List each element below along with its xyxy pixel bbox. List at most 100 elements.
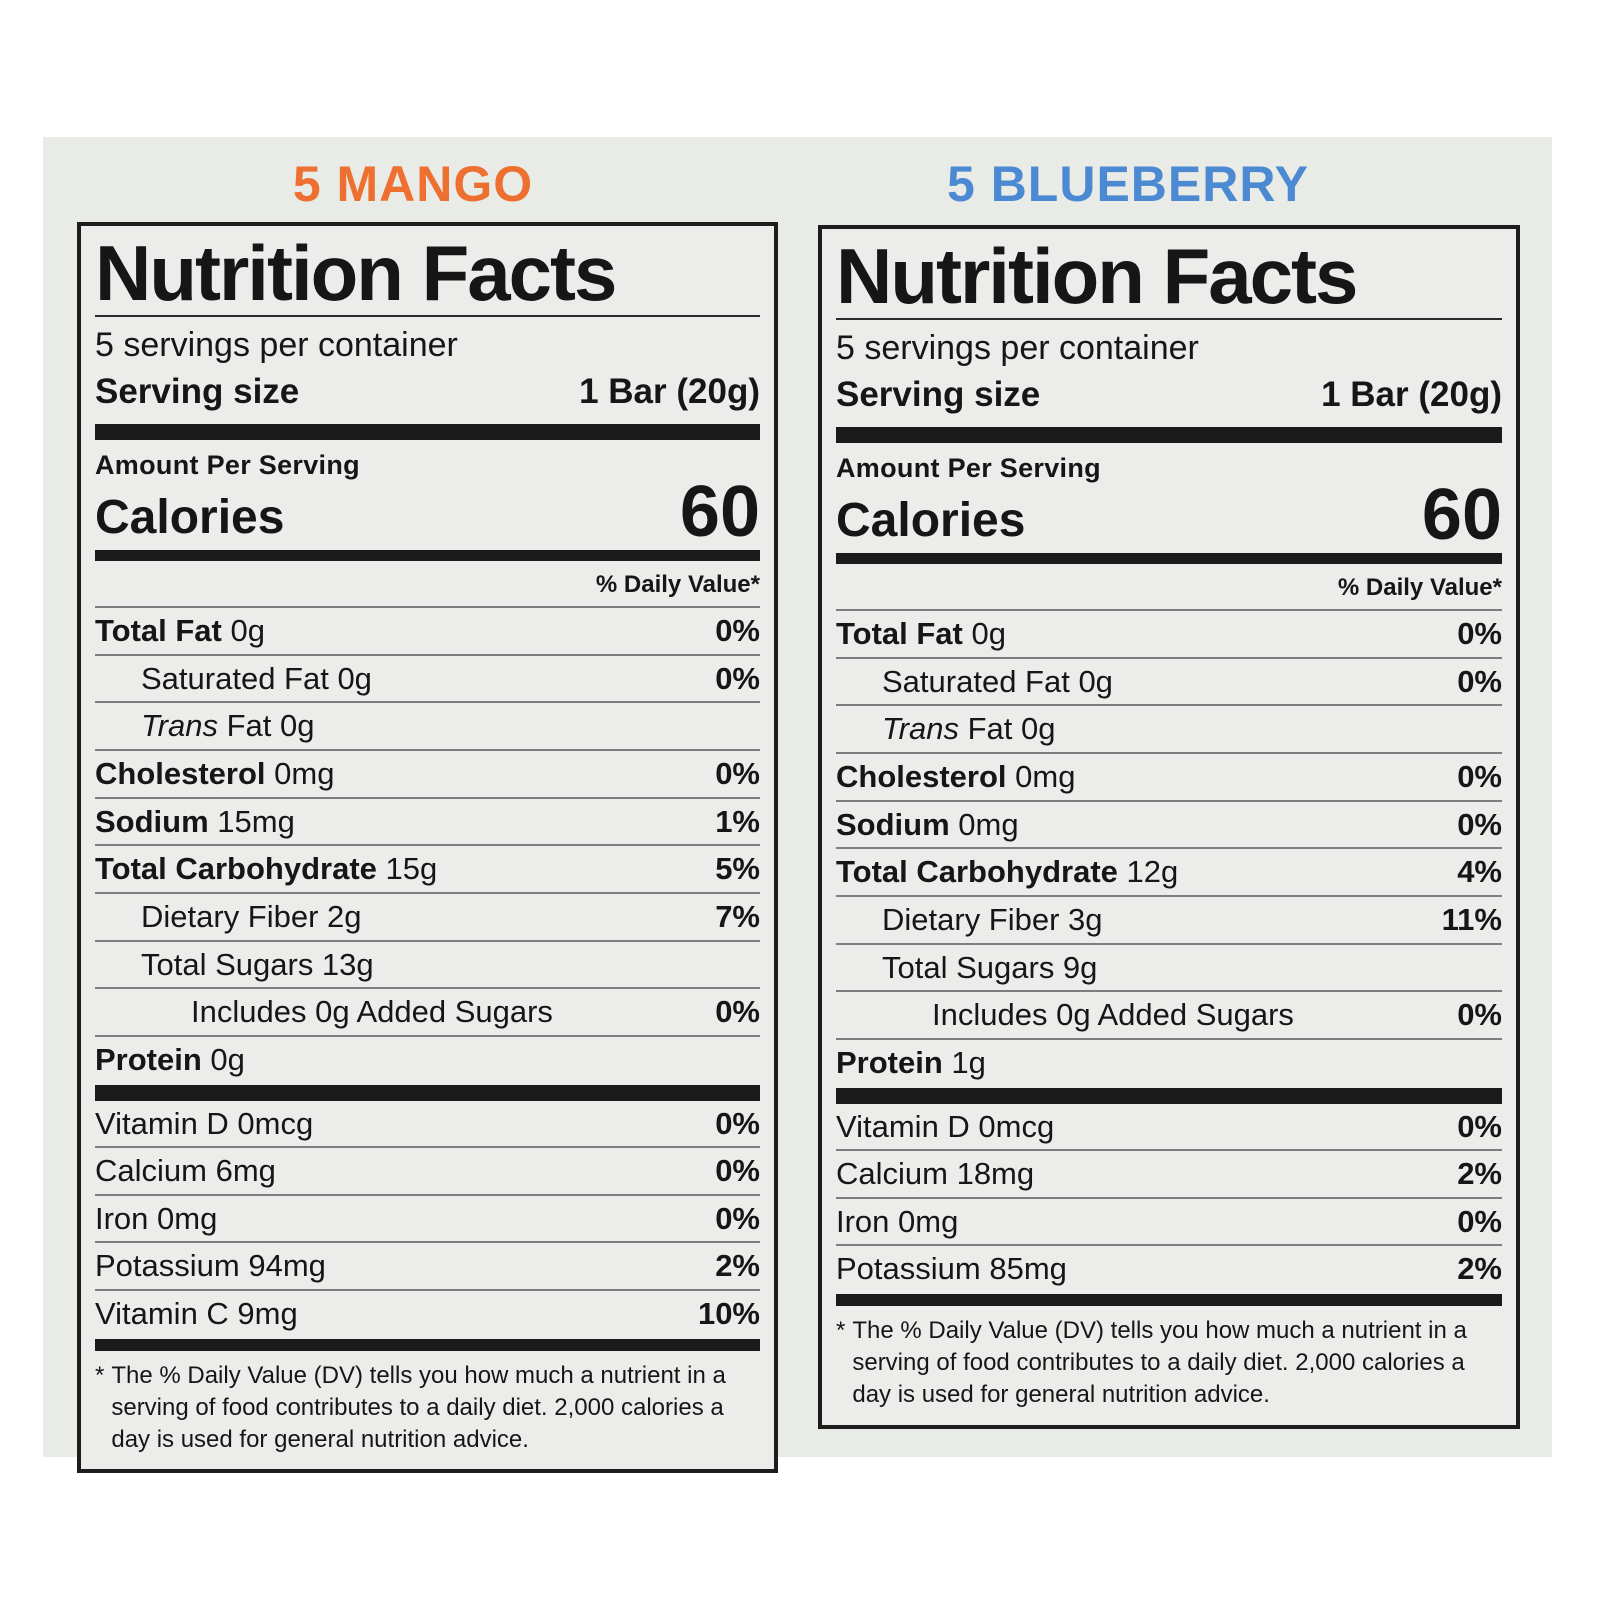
nutrient-name-text: 0g (221, 613, 265, 649)
nutrient-name-text: 0g (201, 1041, 245, 1077)
nutrient-row: Total Carbohydrate 15g 5% (95, 844, 760, 892)
nutrient-name-text: Iron 0mg (95, 1200, 218, 1236)
nutrient-name: Trans Fat 0g (141, 708, 314, 744)
daily-value-percent: 0% (715, 756, 760, 792)
nutrient-name-bold: Sodium (836, 806, 950, 842)
serving-size-value: 1 Bar (20g) (579, 372, 760, 412)
nutrient-row: Vitamin D 0mcg 0% (95, 1101, 760, 1147)
nutrient-row: Cholesterol 0mg 0% (836, 752, 1502, 800)
nutrient-name-text: 0g (962, 616, 1006, 652)
nutrient-name: Saturated Fat 0g (882, 664, 1113, 700)
nutrient-row: Vitamin D 0mcg 0% (836, 1104, 1502, 1150)
serving-size-row: Serving size 1 Bar (20g) (836, 375, 1502, 415)
daily-value-percent: 4% (1457, 854, 1502, 890)
nutrient-name: Includes 0g Added Sugars (191, 994, 553, 1030)
nutrient-row: Saturated Fat 0g 0% (95, 653, 760, 702)
nutrient-row: Potassium 94mg 2% (95, 1241, 760, 1289)
daily-value-percent: 11% (1441, 901, 1502, 937)
nutrient-name: Trans Fat 0g (882, 711, 1055, 747)
divider-thick (836, 1087, 1502, 1104)
nutrient-name-text: 0mg (1006, 759, 1076, 795)
divider-medium (836, 553, 1502, 565)
daily-value-percent: 0% (1457, 997, 1502, 1033)
divider-medium (95, 1338, 760, 1351)
nutrition-facts-title: Nutrition Facts (95, 229, 617, 317)
serving-size-row: Serving size 1 Bar (20g) (95, 372, 760, 412)
calories-row: Calories 60 (836, 475, 1502, 556)
nutrient-name-text: Saturated Fat 0g (141, 660, 372, 696)
amount-per-serving-label: Amount Per Serving (95, 450, 360, 481)
nutrient-row: Calcium 18mg 2% (836, 1149, 1502, 1197)
amount-per-serving-label: Amount Per Serving (836, 453, 1101, 484)
nutrient-name-text: 1g (942, 1044, 986, 1080)
nutrient-row: Protein 0g (95, 1034, 760, 1083)
nutrient-row: Iron 0mg 0% (836, 1196, 1502, 1245)
nutrient-name-text: 12g (1117, 854, 1179, 890)
divider-medium (836, 1294, 1502, 1307)
nutrient-name-bold: Total Carbohydrate (95, 851, 377, 887)
flavor-title-mango: 5 MANGO (292, 156, 534, 212)
nutrient-name-text: Total Sugars 13g (141, 946, 374, 982)
daily-value-percent: 5% (715, 851, 760, 887)
nutrient-row: Trans Fat 0g (95, 701, 760, 749)
servings-per-container: 5 servings per container (836, 329, 1199, 367)
nutrient-row: Total Sugars 9g (836, 942, 1502, 991)
divider-thick (95, 424, 760, 441)
nutrient-name: Potassium 94mg (95, 1248, 326, 1284)
nutrient-name: Dietary Fiber 2g (141, 899, 362, 935)
nutrient-name-italic: Trans (882, 711, 959, 747)
nutrient-name: Vitamin C 9mg (95, 1296, 298, 1332)
nutrient-name: Cholesterol 0mg (836, 759, 1075, 795)
daily-value-footnote: * The % Daily Value (DV) tells you how m… (836, 1306, 1502, 1411)
nutrient-row: Cholesterol 0mg 0% (95, 749, 760, 797)
calories-value: 60 (679, 472, 760, 553)
divider-thin (836, 318, 1502, 320)
nutrient-name: Saturated Fat 0g (141, 661, 372, 697)
nutrient-name: Cholesterol 0mg (95, 756, 334, 792)
daily-value-percent: 0% (715, 1105, 760, 1141)
nutrient-name: Sodium 0mg (836, 807, 1019, 843)
nutrient-row: Iron 0mg 0% (95, 1193, 760, 1242)
divider-thick (836, 427, 1502, 444)
nutrient-name-text: Includes 0g Added Sugars (191, 994, 553, 1030)
daily-value-percent: 7% (715, 898, 760, 934)
nutrient-name-text: Calcium 6mg (95, 1153, 276, 1189)
daily-value-percent: 0% (1457, 806, 1502, 842)
daily-value-percent: 0% (1457, 1108, 1502, 1144)
calories-value: 60 (1421, 475, 1502, 556)
daily-value-header: % Daily Value* (595, 571, 760, 599)
daily-value-percent: 0% (1457, 616, 1502, 652)
nutrition-facts-title: Nutrition Facts (836, 232, 1358, 320)
nutrient-name: Calcium 6mg (95, 1153, 276, 1189)
divider-thin (95, 315, 760, 317)
nutrient-name-bold: Sodium (95, 803, 209, 839)
nutrient-name: Total Carbohydrate 15g (95, 851, 437, 887)
nutrient-name-text: Dietary Fiber 3g (882, 901, 1103, 937)
nutrient-name: Vitamin D 0mcg (95, 1106, 313, 1142)
divider-thick (95, 1084, 760, 1101)
nutrient-name-text: Includes 0g Added Sugars (932, 997, 1294, 1033)
nutrient-row: Dietary Fiber 2g 7% (95, 891, 760, 940)
daily-value-percent: 0% (1457, 759, 1502, 795)
daily-value-percent: 0% (715, 1153, 760, 1189)
nutrient-name-bold: Total Fat (836, 616, 963, 652)
nutrient-name: Vitamin D 0mcg (836, 1109, 1054, 1145)
daily-value-percent: 0% (715, 613, 760, 649)
nutrient-name: Potassium 85mg (836, 1251, 1067, 1287)
divider-medium (95, 550, 760, 562)
daily-value-percent: 2% (1457, 1251, 1502, 1287)
nutrient-row: Protein 1g (836, 1037, 1502, 1086)
nutrient-row: Dietary Fiber 3g 11% (836, 894, 1502, 943)
nutrient-row: Total Fat 0g 0% (95, 606, 760, 654)
nutrient-name-text: 0mg (265, 756, 335, 792)
calories-label: Calories (836, 494, 1026, 548)
nutrient-name-text: Vitamin D 0mcg (95, 1105, 314, 1141)
nutrient-name-text: 15g (376, 851, 438, 887)
nutrition-label-blueberry: Nutrition Facts 5 servings per container… (818, 225, 1520, 1429)
servings-per-container: 5 servings per container (95, 326, 458, 364)
daily-value-footnote: * The % Daily Value (DV) tells you how m… (95, 1351, 760, 1456)
package-panel: 5 MANGO 5 BLUEBERRY Nutrition Facts 5 se… (43, 137, 1552, 1474)
nutrient-row: Trans Fat 0g (836, 704, 1502, 752)
serving-size-label: Serving size (95, 372, 300, 412)
